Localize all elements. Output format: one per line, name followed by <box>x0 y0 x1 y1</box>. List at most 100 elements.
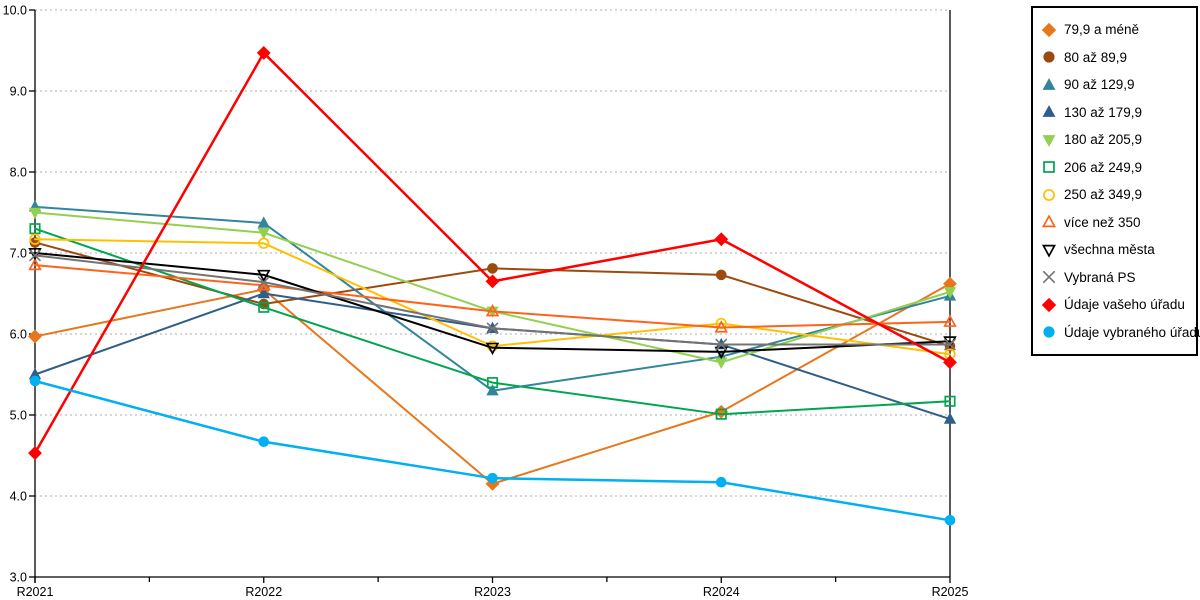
marker-diamond <box>1041 22 1057 37</box>
marker-triangle-up <box>257 216 270 228</box>
marker-square <box>1043 161 1055 174</box>
marker-circle <box>487 263 498 274</box>
legend-item: Vybraná PS <box>1041 264 1190 292</box>
legend-item: více než 350 <box>1041 209 1190 237</box>
legend-triangle-up-icon <box>1042 77 1056 90</box>
legend-label: 130 až 179,9 <box>1064 104 1143 120</box>
y-tick-label: 5.0 <box>10 409 27 423</box>
legend-label: 80 až 89,9 <box>1064 49 1128 65</box>
marker-circle <box>1043 51 1055 63</box>
x-tick-label: R2025 <box>932 585 969 599</box>
marker-triangle-up <box>257 286 270 299</box>
legend-item: Údaje vybraného úřadu <box>1041 319 1200 347</box>
legend-triangle-down-icon <box>1042 134 1056 147</box>
legend-label: více než 350 <box>1064 214 1141 230</box>
legend-triangle-up-icon <box>1041 214 1057 228</box>
legend-square-icon <box>1043 161 1055 174</box>
x-tick-label: R2023 <box>474 585 511 599</box>
series-line-11 <box>33 379 952 522</box>
y-tick-label: 6.0 <box>10 328 27 342</box>
y-tick-label: 4.0 <box>10 490 27 504</box>
legend-label: všechna města <box>1064 242 1155 258</box>
marker-x <box>944 338 956 351</box>
marker-triangle-up <box>943 314 957 327</box>
x-tick-label: R2022 <box>245 585 282 599</box>
legend-diamond-icon <box>1041 22 1057 37</box>
marker-triangle-up <box>1042 105 1056 118</box>
marker-triangle-up <box>1041 214 1057 228</box>
legend-triangle-down-icon <box>1041 244 1057 258</box>
legend-label: 250 až 349,9 <box>1064 187 1143 203</box>
marker-x <box>715 338 728 351</box>
marker-triangle-up <box>714 320 728 333</box>
marker-triangle-up <box>943 412 957 424</box>
legend-item: 250 až 349,9 <box>1041 181 1190 209</box>
marker-triangle-down <box>943 287 957 299</box>
marker-x <box>29 249 41 262</box>
legend-item: Údaje vašeho úřadu <box>1041 291 1190 319</box>
x-tick-label: R2021 <box>17 585 54 599</box>
marker-x <box>257 276 270 288</box>
marker-triangle-up <box>1042 77 1056 90</box>
legend-circle-icon <box>1043 326 1055 338</box>
series-line-2 <box>34 205 951 392</box>
marker-circle <box>258 436 270 448</box>
y-tick-label: 3.0 <box>10 571 27 585</box>
y-tick-label: 9.0 <box>10 85 27 99</box>
marker-diamond <box>28 329 42 344</box>
marker-diamond <box>28 446 42 460</box>
marker-triangle-up <box>486 384 499 396</box>
marker-triangle-up <box>28 257 42 271</box>
marker-square <box>29 223 41 235</box>
series-line-5 <box>34 227 951 416</box>
legend-label: 206 až 249,9 <box>1064 159 1143 175</box>
marker-diamond <box>943 355 957 370</box>
marker-triangle-down <box>1042 134 1056 147</box>
marker-circle <box>29 375 41 387</box>
legend-item: všechna města <box>1041 236 1190 264</box>
marker-circle <box>1043 188 1055 201</box>
legend-label: 79,9 a méně <box>1064 22 1140 38</box>
legend-label: Vybraná PS <box>1064 269 1136 285</box>
marker-triangle-down <box>1041 244 1057 258</box>
series-line-7 <box>34 264 951 329</box>
legend-label: Údaje vybraného úřadu <box>1064 324 1200 340</box>
legend-x-icon <box>1042 271 1056 284</box>
y-tick-label: 7.0 <box>10 247 27 261</box>
legend-diamond-icon <box>1041 297 1057 312</box>
marker-circle <box>1043 326 1055 338</box>
legend-label: 180 až 205,9 <box>1064 132 1143 148</box>
legend-item: 130 až 179,9 <box>1041 99 1190 127</box>
legend-item: 90 až 129,9 <box>1041 71 1190 99</box>
series-line-8 <box>34 252 951 353</box>
legend-item: 79,9 a méně <box>1041 16 1190 44</box>
marker-circle <box>29 233 41 245</box>
marker-circle <box>715 269 727 281</box>
legend-label: Údaje vašeho úřadu <box>1064 297 1185 313</box>
marker-square <box>486 377 499 389</box>
marker-diamond <box>714 232 729 247</box>
marker-circle <box>258 237 270 249</box>
marker-square <box>944 395 956 407</box>
legend-box: 79,9 a méně 80 až 89,9 90 až 129,9 130 až 1… <box>1031 6 1200 356</box>
marker-diamond <box>1041 297 1057 312</box>
marker-triangle-down <box>485 342 500 356</box>
legend-triangle-up-icon <box>1042 105 1056 118</box>
marker-triangle-down <box>257 228 270 240</box>
legend-label: 90 až 129,9 <box>1064 77 1135 93</box>
marker-diamond <box>256 46 271 60</box>
y-tick-label: 10.0 <box>3 4 27 18</box>
marker-square <box>715 408 727 420</box>
legend-item: 80 až 89,9 <box>1041 44 1190 72</box>
x-tick-label: R2024 <box>703 585 740 599</box>
marker-circle <box>715 476 727 488</box>
marker-circle <box>487 472 498 484</box>
series-line-6 <box>34 238 951 356</box>
legend-circle-icon <box>1043 188 1055 201</box>
legend-item: 180 až 205,9 <box>1041 126 1190 154</box>
marker-triangle-down <box>714 346 728 360</box>
marker-square <box>258 301 270 313</box>
marker-circle <box>944 515 956 526</box>
